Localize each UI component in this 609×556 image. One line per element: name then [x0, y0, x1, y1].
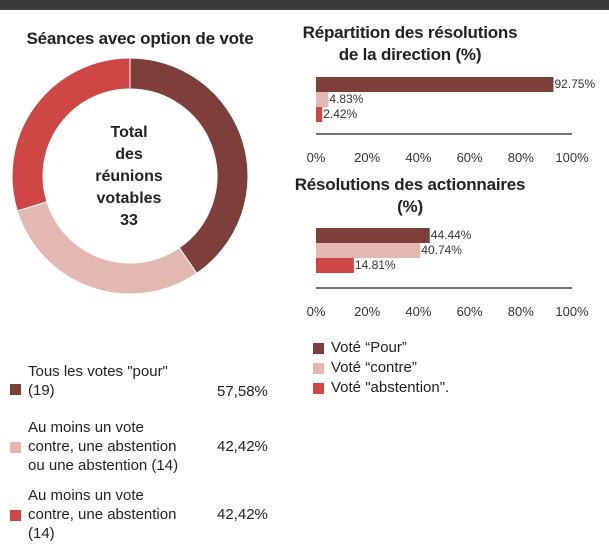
legend-line: Tous les votes "pour" [28, 363, 168, 380]
bar-value-label: 44.44% [431, 228, 472, 242]
management-bar-chart: 92.75% 4.83%2.42% 0% 20% 40% 60% 80% 100% [307, 77, 595, 165]
legend-label: Voté “contre” [331, 359, 417, 376]
legend-swatch [313, 383, 324, 394]
legend-percentage: 42,42% [217, 438, 268, 455]
center-label-line-2: des [115, 146, 143, 163]
legend-line: ou une abstention (14) [28, 457, 179, 474]
x-tick-label: 60% [457, 150, 483, 165]
legend-swatch-abstention [10, 510, 21, 521]
center-label-line-3: réunions [95, 168, 163, 185]
donut-legend-item-3: Au moins un vote contre, une abstention … [10, 486, 290, 546]
legend-line: (19) [28, 382, 55, 399]
donut-legend-item-2: Au moins un vote contre, une abstention … [10, 418, 290, 478]
center-label-total: 33 [120, 212, 138, 229]
donut-slice-3 [11, 57, 131, 212]
bar-3 [316, 258, 354, 273]
top-bar [0, 0, 609, 10]
legend-text: Au moins un vote contre, une abstention … [28, 418, 208, 475]
donut-center-label: Total des réunions votables 33 [85, 122, 173, 232]
bar-value-label: 4.83% [329, 92, 363, 106]
bar-value-label: 92.75% [554, 77, 595, 91]
legend-line: (14) [28, 525, 55, 542]
x-tick-label: 40% [405, 304, 431, 319]
x-tick-label: 60% [457, 304, 483, 319]
x-tick-label: 80% [508, 304, 534, 319]
legend-label: Voté “Pour” [331, 339, 407, 356]
bar-value-label: 14.81% [355, 258, 396, 272]
legend-line: contre, une abstention [28, 438, 177, 455]
x-tick-label: 100% [555, 150, 589, 165]
donut-chart [11, 57, 249, 295]
shareholder-bar-chart: 44.44%40.74% 14.81% 0% 20% 40% 60% 80% 100% [307, 228, 589, 319]
bar-1 [316, 228, 430, 243]
legend-percentage: 57,58% [217, 383, 268, 400]
bar-value-label: 2.42% [323, 107, 357, 121]
center-label-line-4: votables [96, 190, 162, 207]
shareholder-chart-title-line-2: (%) [397, 197, 423, 216]
bar-2 [316, 243, 421, 258]
donut-slice-1 [129, 57, 249, 274]
donut-legend-item-1: Tous les votes "pour" (19) 57,58% [10, 362, 290, 410]
legend-text: Au moins un vote contre, une abstention … [28, 486, 208, 543]
bar-1 [316, 77, 554, 92]
management-chart-title-line-1: Répartition des résolutions [302, 23, 518, 42]
legend-line: Au moins un vote [28, 487, 144, 504]
legend-line: Au moins un vote [28, 419, 144, 436]
x-tick-label: 20% [354, 150, 380, 165]
legend-swatch [313, 363, 324, 374]
x-axis-ticks: 0% 20% 40% 60% 80% 100% [307, 304, 589, 319]
legend-percentage: 42,42% [217, 506, 268, 523]
x-tick-label: 100% [555, 304, 589, 319]
management-chart-title: Répartition des résolutions de la direct… [285, 22, 535, 66]
x-tick-label: 0% [307, 150, 326, 165]
legend-swatch-pour [10, 384, 21, 395]
bar-3 [316, 107, 323, 122]
legend-swatch [313, 343, 324, 354]
legend-swatch-contre [10, 442, 21, 453]
shareholder-chart-title-line-1: Résolutions des actionnaires [294, 175, 526, 194]
x-tick-label: 20% [354, 304, 380, 319]
x-axis-ticks: 0% 20% 40% 60% 80% 100% [307, 150, 589, 165]
legend-label: Voté "abstention". [331, 379, 450, 396]
bar-value-label: 40.74% [421, 243, 462, 257]
management-chart-title-line-2: de la direction (%) [338, 45, 482, 64]
center-label-line-1: Total [110, 124, 148, 141]
x-tick-label: 0% [307, 304, 326, 319]
bar-2 [316, 92, 329, 107]
legend-line: contre, une abstention [28, 506, 177, 523]
legend-text: Tous les votes "pour" (19) [28, 362, 208, 400]
donut-chart-title: Séances avec option de vote [26, 29, 254, 48]
x-tick-label: 80% [508, 150, 534, 165]
shareholder-chart-title: Résolutions des actionnaires (%) [285, 174, 535, 218]
x-tick-label: 40% [405, 150, 431, 165]
